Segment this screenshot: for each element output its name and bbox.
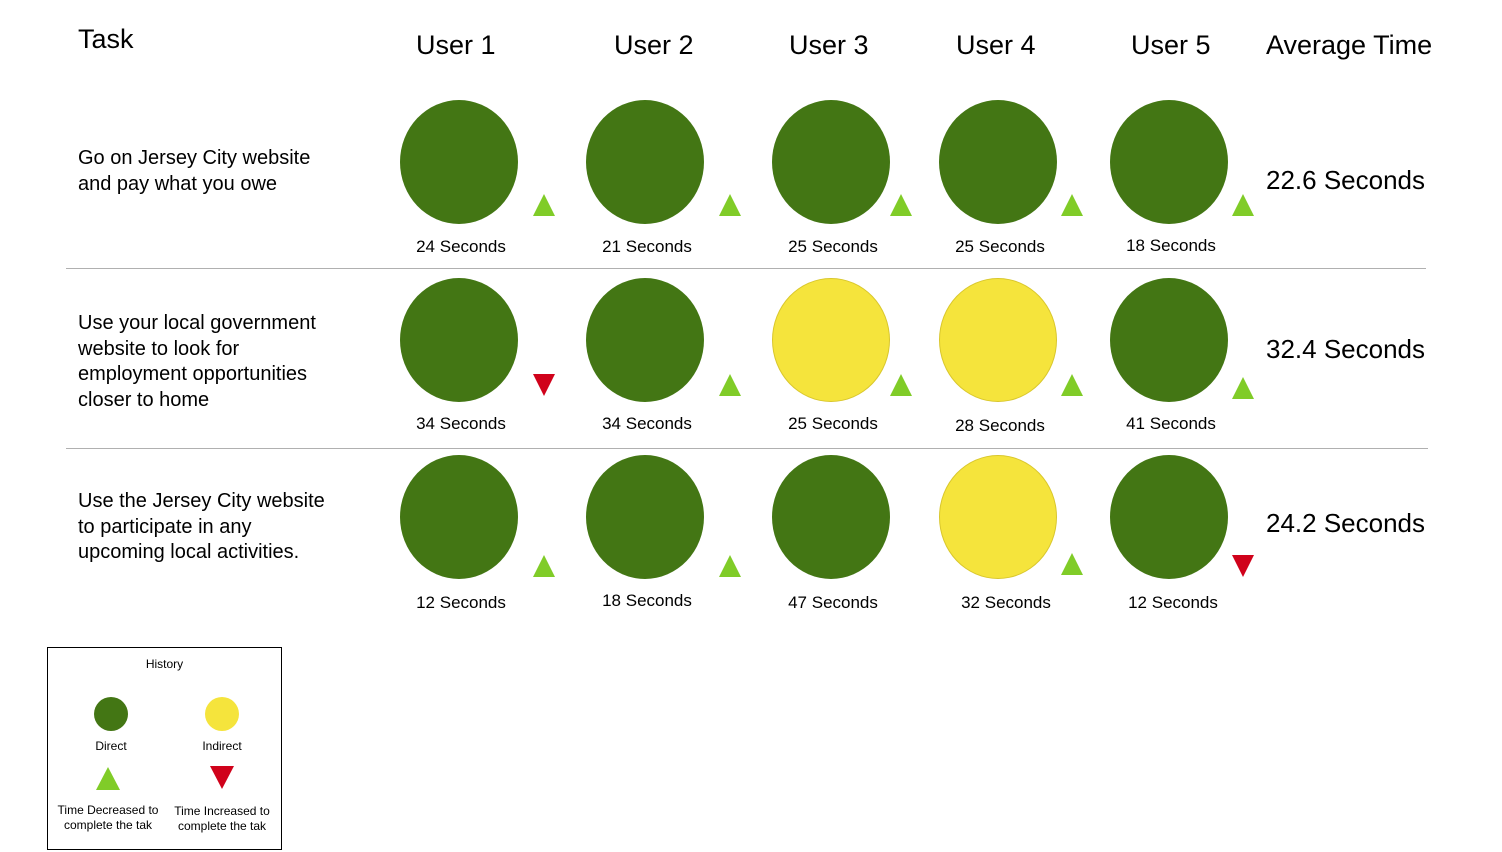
task-3-user-2-direct-circle: [586, 455, 704, 579]
legend-decreased-label: Time Decreased to complete the tak: [57, 803, 159, 832]
task-2-user-3-indirect-circle: [772, 278, 890, 402]
task-1-user-5-time: 18 Seconds: [1126, 236, 1216, 255]
task-3-user-2-decreased-icon: [719, 555, 741, 577]
user-4-header: User 4: [956, 30, 1036, 60]
legend-title: History: [145, 657, 184, 671]
user-1-header: User 1: [416, 30, 496, 60]
task-2-user-4-decreased-icon: [1061, 374, 1083, 396]
task-2-user-3-time: 25 Seconds: [788, 414, 878, 433]
task-2-user-3-decreased-icon: [890, 374, 912, 396]
task-3-user-1-direct-circle: [400, 455, 518, 579]
legend-direct-label: Direct: [95, 739, 127, 753]
task-3-user-5-increased-icon: [1232, 555, 1254, 577]
task-3-user-1-time: 12 Seconds: [416, 593, 506, 612]
task-3-description: Use the Jersey City website to participa…: [78, 490, 325, 563]
task-1-description: Go on Jersey City website and pay what y…: [78, 147, 311, 195]
task-2-user-5-time: 41 Seconds: [1126, 414, 1216, 433]
task-1-user-4-time: 25 Seconds: [955, 237, 1045, 256]
task-2-user-4-time: 28 Seconds: [955, 416, 1045, 435]
task-3-user-3-time: 47 Seconds: [788, 593, 878, 612]
user-5-header: User 5: [1131, 30, 1211, 60]
task-3-user-4-indirect-circle: [939, 455, 1057, 579]
task-2-user-5-decreased-icon: [1232, 377, 1254, 399]
legend-decreased-icon: [96, 767, 120, 790]
task-1-average-time: 22.6 Seconds: [1266, 165, 1426, 195]
task-2-user-2-time: 34 Seconds: [602, 414, 692, 433]
task-2-user-5-direct-circle: [1110, 278, 1228, 402]
row-divider: [66, 448, 1428, 449]
task-2-user-1-time: 34 Seconds: [416, 414, 506, 433]
task-1-user-5-decreased-icon: [1232, 194, 1254, 216]
legend-box: History Direct Indirect Time Decreased t…: [47, 647, 282, 850]
task-1-user-2-direct-circle: [586, 100, 704, 224]
task-1-user-3-direct-circle: [772, 100, 890, 224]
task-1-user-2-decreased-icon: [719, 194, 741, 216]
task-1-user-1-direct-circle: [400, 100, 518, 224]
task-1-user-5-direct-circle: [1110, 100, 1228, 224]
task-3-user-4-time: 32 Seconds: [961, 593, 1051, 612]
task-2-average-time: 32.4 Seconds: [1266, 334, 1426, 364]
task-header: Task: [78, 24, 134, 54]
task-3-user-4-decreased-icon: [1061, 553, 1083, 575]
task-3-user-5-direct-circle: [1110, 455, 1228, 579]
task-2-description: Use your local government website to loo…: [78, 312, 316, 411]
task-1-user-1-decreased-icon: [533, 194, 555, 216]
legend-indirect-icon: [205, 697, 239, 731]
task-2-user-1-direct-circle: [400, 278, 518, 402]
task-1-user-3-decreased-icon: [890, 194, 912, 216]
task-3-average-time: 24.2 Seconds: [1266, 508, 1426, 538]
task-2-user-2-direct-circle: [586, 278, 704, 402]
task-2-user-2-decreased-icon: [719, 374, 741, 396]
row-divider: [66, 268, 1426, 269]
task-2-user-4-indirect-circle: [939, 278, 1057, 402]
legend-indirect-label: Indirect: [202, 739, 242, 753]
user-3-header: User 3: [789, 30, 869, 60]
task-1-user-2-time: 21 Seconds: [602, 237, 692, 256]
legend-increased-icon: [210, 766, 234, 789]
legend-direct-icon: [94, 697, 128, 731]
legend-increased-label: Time Increased to complete the tak: [174, 804, 270, 833]
task-3-user-1-decreased-icon: [533, 555, 555, 577]
task-1-user-1-time: 24 Seconds: [416, 237, 506, 256]
task-3-user-2-time: 18 Seconds: [602, 591, 692, 610]
task-3-user-3-direct-circle: [772, 455, 890, 579]
task-1-user-4-decreased-icon: [1061, 194, 1083, 216]
task-1-user-4-direct-circle: [939, 100, 1057, 224]
task-3-user-5-time: 12 Seconds: [1128, 593, 1218, 612]
task-2-user-1-increased-icon: [533, 374, 555, 396]
task-1-user-3-time: 25 Seconds: [788, 237, 878, 256]
average-time-header: Average Time: [1266, 30, 1433, 60]
user-2-header: User 2: [614, 30, 694, 60]
